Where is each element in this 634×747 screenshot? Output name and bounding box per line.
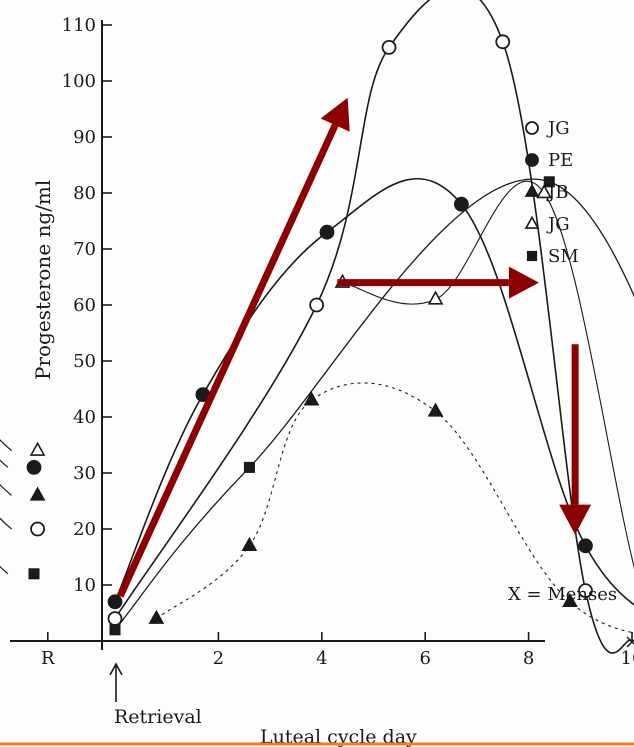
y-tick-label: 40 bbox=[73, 407, 96, 428]
legend-item: JB bbox=[524, 182, 568, 203]
y-tick-label: 20 bbox=[73, 519, 96, 540]
data-point bbox=[241, 536, 258, 552]
retrieval-label: Retrieval bbox=[114, 706, 202, 728]
y-tick-label: 10 bbox=[73, 575, 96, 596]
data-point bbox=[109, 624, 121, 636]
series-line-previous bbox=[0, 565, 9, 575]
data-point-previous bbox=[29, 441, 46, 456]
annotation-arrows bbox=[116, 97, 592, 598]
legend-label: JB bbox=[546, 182, 568, 203]
legend: JG PE JB JG SM bbox=[524, 118, 579, 267]
data-point bbox=[536, 184, 552, 199]
legend-marker bbox=[524, 183, 540, 197]
series-layer bbox=[0, 0, 634, 654]
data-point-previous bbox=[30, 521, 45, 537]
legend-item: PE bbox=[525, 150, 573, 171]
y-tick-label: 70 bbox=[73, 239, 96, 260]
data-point bbox=[148, 609, 165, 624]
data-point bbox=[303, 391, 320, 406]
y-tick-label: 90 bbox=[73, 127, 96, 148]
series-square-filled bbox=[0, 176, 634, 636]
data-point bbox=[578, 583, 593, 598]
data-point bbox=[107, 594, 123, 610]
legend-item: JG bbox=[525, 118, 570, 139]
menses-marks bbox=[626, 636, 634, 648]
x-ticks: R2468101214 bbox=[41, 632, 634, 669]
y-ticks: 10 20 30 40 50 60 70 80 90 100 110 bbox=[62, 15, 112, 596]
data-point bbox=[562, 592, 578, 608]
series-line bbox=[342, 181, 634, 569]
legend-label: JG bbox=[546, 118, 570, 139]
data-point bbox=[495, 34, 511, 50]
series-triangle-filled bbox=[0, 382, 634, 634]
annotation-arrow bbox=[337, 266, 539, 299]
axes bbox=[10, 20, 545, 650]
legend-marker bbox=[525, 153, 539, 167]
y-tick-label: 60 bbox=[73, 295, 96, 316]
legend-item: JG bbox=[524, 214, 570, 235]
x-axis-label: Luteal cycle day bbox=[260, 726, 417, 747]
y-tick-label: 80 bbox=[73, 183, 96, 204]
legend-label: SM bbox=[548, 246, 579, 267]
annotation-arrow bbox=[559, 344, 592, 535]
y-tick-label: 30 bbox=[73, 463, 96, 484]
x-tick-label: R bbox=[41, 648, 55, 669]
data-point bbox=[381, 40, 397, 55]
data-point bbox=[243, 461, 255, 473]
series-line-previous bbox=[0, 439, 12, 452]
series-circle-open bbox=[0, 0, 633, 654]
x-tick-label: 10 bbox=[621, 648, 634, 669]
x-tick-label: 8 bbox=[523, 648, 534, 669]
series-line-previous bbox=[0, 517, 12, 530]
y-axis-label: Progesterone ng/ml bbox=[31, 180, 55, 380]
legend-marker bbox=[524, 215, 540, 229]
legend-marker bbox=[525, 121, 539, 135]
x-tick-label: 6 bbox=[419, 648, 430, 669]
data-point-previous bbox=[26, 459, 42, 475]
series-circle-filled bbox=[0, 178, 634, 610]
data-point bbox=[453, 196, 469, 212]
legend-label: JG bbox=[546, 214, 570, 235]
series-line-previous bbox=[0, 483, 12, 496]
data-point bbox=[543, 176, 555, 188]
data-point bbox=[309, 297, 325, 313]
series-line-previous bbox=[0, 459, 9, 468]
data-point bbox=[427, 290, 444, 305]
data-point bbox=[319, 224, 335, 240]
retrieval-arrow-icon bbox=[109, 662, 123, 702]
legend-label: PE bbox=[548, 150, 573, 171]
legend-item: SM bbox=[526, 246, 579, 267]
data-point-previous bbox=[29, 486, 46, 501]
data-point bbox=[427, 402, 444, 417]
x-tick-label: 2 bbox=[213, 648, 224, 669]
legend-marker bbox=[526, 250, 538, 262]
x-tick-label: 4 bbox=[316, 648, 327, 669]
data-point bbox=[578, 538, 593, 554]
y-tick-label: 110 bbox=[62, 15, 96, 36]
menses-note: X = Menses bbox=[508, 584, 617, 605]
data-point-previous bbox=[28, 568, 40, 580]
annotation-arrow bbox=[116, 97, 350, 598]
series-line bbox=[114, 178, 634, 631]
menses-x-mark bbox=[626, 636, 634, 648]
y-tick-label: 50 bbox=[73, 351, 96, 372]
y-tick-label: 100 bbox=[62, 71, 96, 92]
